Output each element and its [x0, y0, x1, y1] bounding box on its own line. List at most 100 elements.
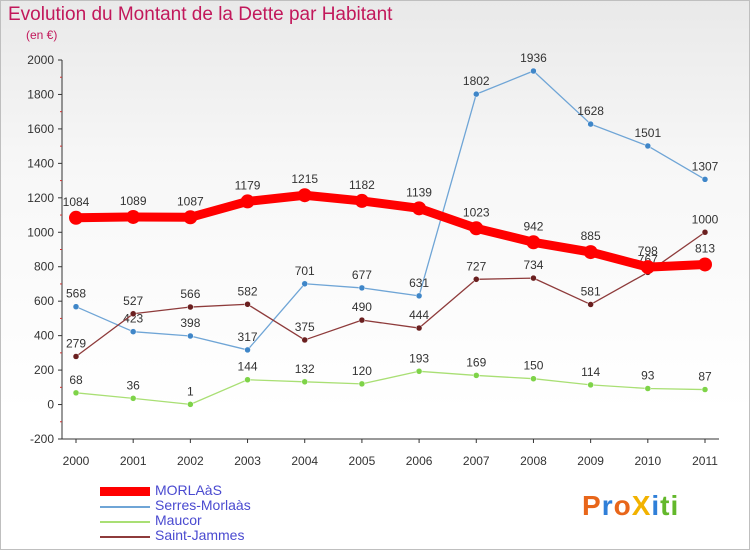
- data-label: 813: [695, 241, 715, 255]
- data-point: [129, 328, 137, 335]
- data-point: [244, 346, 251, 354]
- x-tick-label: 2000: [63, 454, 90, 468]
- data-point: [698, 257, 712, 272]
- x-tick-label: 2011: [692, 454, 718, 468]
- x-tick-label: 2008: [520, 454, 547, 468]
- y-tick-label: 1400: [27, 156, 54, 170]
- series-line: [75, 370, 706, 406]
- data-label: 1179: [235, 178, 261, 192]
- x-tick-label: 2006: [406, 454, 433, 468]
- chart-subtitle: (en €): [26, 28, 58, 42]
- logo-letter: o: [613, 490, 632, 521]
- data-point: [530, 67, 537, 75]
- data-point: [187, 303, 194, 311]
- data-point: [415, 292, 423, 300]
- data-label: 582: [238, 284, 258, 298]
- data-label: 150: [523, 359, 543, 373]
- data-point: [183, 210, 198, 225]
- y-tick-label: 600: [34, 294, 54, 308]
- data-label: 317: [238, 330, 258, 344]
- data-point: [69, 210, 83, 225]
- logo-letter: i: [670, 490, 680, 521]
- data-label: 36: [127, 378, 141, 392]
- legend-swatch: [100, 535, 150, 538]
- data-label: 398: [180, 316, 200, 330]
- data-label: 798: [638, 244, 658, 258]
- data-label: 631: [409, 276, 429, 290]
- data-label: 727: [466, 259, 486, 273]
- data-label: 1087: [177, 194, 204, 208]
- data-point: [701, 176, 709, 183]
- logo-letter: X: [631, 490, 652, 521]
- data-label: 132: [295, 362, 315, 376]
- data-label: 87: [698, 370, 712, 384]
- data-label: 169: [466, 355, 486, 369]
- series-line: [75, 70, 706, 351]
- data-label: 885: [581, 229, 601, 243]
- data-point: [415, 368, 423, 375]
- data-point: [301, 336, 308, 344]
- data-label: 1: [187, 384, 194, 398]
- logo-letter: t: [660, 490, 671, 521]
- x-tick-label: 2003: [234, 454, 261, 468]
- legend-label: MORLAàS: [155, 482, 222, 498]
- legend-label: Saint-Jammes: [155, 527, 245, 543]
- series-morla-s: 1084 1089 1087 1179 1215 1182 1139 1023 942 885 79…: [63, 172, 715, 275]
- data-label: 568: [66, 287, 86, 301]
- legend-swatch: [100, 487, 150, 496]
- chart-title: Evolution du Montant de la Dette par Hab…: [8, 4, 393, 25]
- data-point: [526, 235, 541, 250]
- data-point: [412, 201, 427, 216]
- data-label: 734: [523, 258, 543, 272]
- x-tick-label: 2009: [577, 454, 604, 468]
- y-tick-label: 1600: [27, 122, 54, 136]
- y-tick-label: 0: [47, 398, 54, 412]
- data-label: 144: [238, 360, 258, 374]
- data-point: [587, 381, 594, 389]
- data-label: 1000: [692, 212, 719, 226]
- data-point: [354, 193, 369, 208]
- y-tick-label: 1800: [27, 87, 54, 101]
- logo-letter: r: [601, 490, 614, 521]
- logo-letter: i: [651, 490, 661, 521]
- data-label: 423: [123, 312, 143, 326]
- legend-swatch: [100, 505, 150, 508]
- legend-swatch: [100, 520, 150, 523]
- data-label: 1501: [634, 126, 661, 140]
- data-label: 279: [66, 336, 86, 350]
- data-label: 677: [352, 268, 372, 282]
- data-point: [358, 380, 366, 388]
- data-label: 114: [581, 365, 600, 379]
- data-point: [240, 194, 255, 209]
- legend-label: Maucor: [155, 512, 202, 528]
- data-label: 1628: [577, 104, 604, 118]
- data-point: [244, 376, 251, 383]
- y-tick-label: 400: [34, 329, 54, 343]
- data-point: [587, 120, 594, 128]
- data-point: [583, 245, 598, 260]
- data-point: [301, 378, 308, 386]
- data-label: 1307: [692, 159, 719, 173]
- data-point: [72, 303, 80, 310]
- data-label: 1023: [463, 205, 490, 219]
- data-point: [587, 301, 594, 308]
- data-point: [129, 310, 137, 318]
- data-point: [469, 221, 484, 236]
- data-point: [473, 276, 480, 283]
- data-label: 701: [295, 264, 315, 278]
- data-label: 193: [409, 351, 429, 365]
- data-point: [126, 209, 141, 224]
- data-label: 375: [295, 320, 315, 334]
- data-point: [473, 372, 480, 379]
- y-tick-label: 200: [34, 363, 54, 377]
- data-point: [358, 316, 366, 324]
- proxiti-logo: ProXiti: [582, 490, 679, 522]
- data-label: 68: [69, 373, 83, 387]
- x-tick-label: 2005: [349, 454, 376, 468]
- data-point: [701, 386, 709, 393]
- series-maucor: 68 36 1 144 132 120 193 169 150 114 93 87: [69, 351, 712, 408]
- data-label: 1089: [120, 194, 147, 208]
